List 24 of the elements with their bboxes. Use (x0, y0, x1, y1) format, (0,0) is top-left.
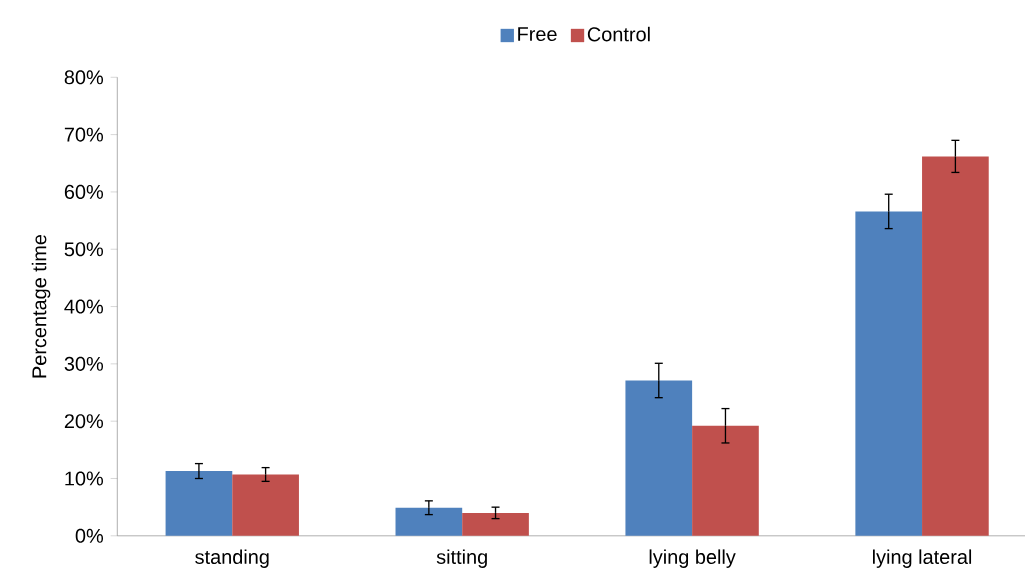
bar (922, 156, 989, 536)
x-tick-label: lying lateral (873, 549, 972, 568)
y-tick-label: 80% (64, 70, 104, 85)
bar (462, 512, 529, 536)
y-tick-label: 10% (65, 471, 104, 486)
x-tick-label: standing (195, 549, 269, 568)
bar (165, 470, 233, 536)
x-tick-label: lying belly (649, 549, 736, 568)
y-tick-label: 40% (64, 299, 104, 314)
y-tick-label: 0% (75, 528, 104, 543)
bar (855, 211, 923, 536)
x-tick-label: sitting (436, 549, 487, 568)
y-tick-label: 60% (64, 184, 104, 199)
y-tick-label: 20% (64, 413, 104, 428)
bar (395, 507, 463, 536)
y-tick-label: 70% (64, 127, 104, 142)
bar (232, 474, 299, 536)
y-axis-title: Percentage time (31, 234, 51, 378)
y-tick-label: 50% (64, 241, 104, 257)
legend-label: Control (587, 26, 650, 42)
bar (625, 380, 693, 536)
y-tick-label: 30% (64, 356, 104, 371)
legend-label: Free (518, 26, 557, 41)
bar (692, 425, 759, 536)
